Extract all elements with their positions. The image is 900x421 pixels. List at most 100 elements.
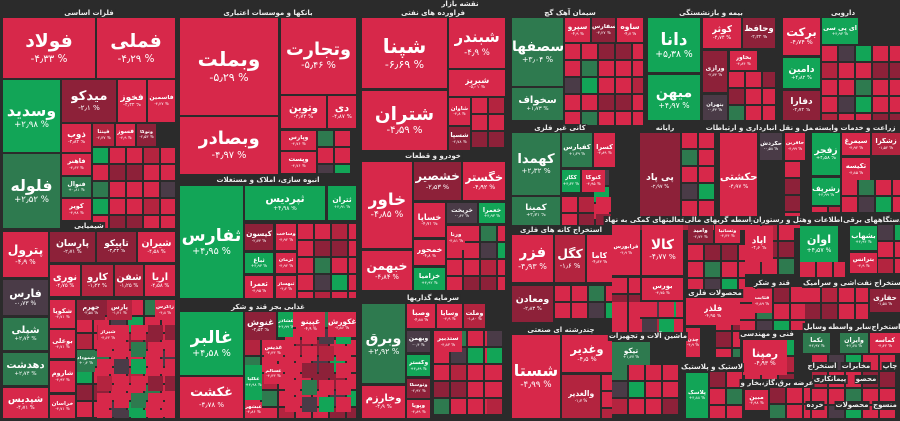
stock-tile[interactable]: وگستر +۴٫۸۹ % (407, 355, 430, 376)
stock-tile[interactable]: ثتران +۴٫۹۱ % (328, 186, 356, 220)
stock-tile[interactable]: غگلپا +۴٫۹۸ % (245, 365, 262, 400)
stock-tile-small[interactable] (481, 260, 496, 275)
stock-tile-small[interactable] (716, 332, 731, 347)
stock-tile[interactable]: شاروم -۴٫۹۳ % (50, 361, 75, 392)
stock-tile-small[interactable] (856, 287, 868, 302)
stock-tile[interactable]: بترانس -۴٫۹ % (850, 253, 877, 273)
stock-tile-small[interactable] (856, 46, 871, 61)
stock-tile-small[interactable] (464, 260, 479, 275)
stock-tile-small[interactable] (733, 349, 740, 357)
stock-tile-small[interactable] (582, 44, 597, 59)
stock-tile-small[interactable] (739, 245, 745, 260)
stock-tile-small[interactable] (279, 408, 294, 418)
stock-tile-small[interactable] (144, 199, 159, 214)
stock-tile-small[interactable] (97, 376, 112, 391)
stock-tile[interactable]: شفن -۱٫۲۵ % (115, 265, 143, 296)
stock-tile-small[interactable] (822, 80, 837, 95)
stock-tile-small[interactable] (332, 275, 347, 290)
stock-tile[interactable]: فلذر -۴٫۹۵ % (686, 298, 740, 325)
stock-tile-small[interactable] (791, 321, 805, 330)
stock-tile-small[interactable] (315, 275, 330, 290)
stock-tile-small[interactable] (144, 148, 159, 163)
stock-tile[interactable]: شبریز -۵٫۰۱ % (449, 70, 505, 96)
stock-tile[interactable]: فلوله +۲٫۵۲ % (3, 154, 60, 228)
stock-tile[interactable]: ثرمان -۴٫۹۲ % (276, 253, 296, 273)
stock-tile[interactable]: فسوز -۴٫۹ % (116, 124, 135, 146)
stock-tile[interactable]: فرابورس -۴٫۹ % (612, 225, 640, 275)
stock-tile[interactable]: آریا -۴٫۵۸ % (145, 265, 175, 296)
stock-tile-small[interactable] (890, 46, 900, 61)
stock-tile-small[interactable] (606, 286, 612, 301)
stock-tile[interactable]: کگاز +۴٫۳۲ % (562, 170, 580, 192)
stock-tile-small[interactable] (770, 405, 785, 418)
stock-tile-small[interactable] (770, 388, 785, 403)
stock-tile[interactable]: کالا -۴٫۷۷ % (642, 225, 683, 275)
stock-tile-small[interactable] (285, 380, 300, 395)
stock-tile-small[interactable] (464, 243, 479, 258)
stock-tile-small[interactable] (699, 167, 714, 182)
stock-tile-small[interactable] (579, 214, 594, 225)
stock-tile-small[interactable] (318, 165, 333, 173)
stock-tile-small[interactable] (839, 63, 854, 78)
stock-tile-small[interactable] (161, 182, 175, 197)
stock-tile[interactable]: کارو -۱٫۲۲ % (82, 265, 113, 296)
stock-tile[interactable]: خعمرا +۴٫۹۳ % (479, 203, 505, 223)
stock-tile-small[interactable] (332, 292, 347, 298)
stock-tile-small[interactable] (739, 262, 745, 277)
stock-tile-small[interactable] (763, 72, 775, 87)
stock-tile-small[interactable] (856, 114, 871, 120)
stock-tile-small[interactable] (285, 363, 300, 378)
stock-tile-small[interactable] (487, 348, 502, 363)
stock-tile-small[interactable] (481, 226, 496, 241)
stock-tile-small[interactable] (893, 180, 900, 195)
stock-tile[interactable]: حکشتی -۴٫۹۷ % (720, 133, 757, 230)
stock-tile-small[interactable] (336, 346, 351, 361)
stock-tile-small[interactable] (890, 80, 900, 95)
stock-tile-small[interactable] (498, 260, 505, 275)
stock-tile-small[interactable] (97, 342, 112, 357)
stock-tile-small[interactable] (612, 382, 627, 397)
stock-tile[interactable]: کویر -۴٫۹۸ % (62, 199, 91, 220)
stock-tile-small[interactable] (616, 44, 631, 59)
stock-tile-small[interactable] (779, 225, 794, 240)
stock-tile-small[interactable] (302, 363, 317, 378)
stock-tile-small[interactable] (468, 365, 483, 380)
stock-tile[interactable]: میدکو -۲٫۱ % (62, 80, 116, 122)
stock-tile-small[interactable] (144, 216, 159, 228)
stock-tile-small[interactable] (834, 262, 845, 277)
stock-tile-small[interactable] (582, 61, 597, 76)
stock-tile-small[interactable] (596, 197, 611, 212)
stock-tile[interactable]: شیراز -۴٫۶۲ % (98, 325, 118, 345)
stock-tile-small[interactable] (161, 216, 175, 228)
stock-tile-small[interactable] (565, 61, 580, 76)
stock-tile[interactable]: رمپنا -۴٫۹۳ % (743, 340, 787, 375)
stock-tile[interactable]: فینتا -۲٫۳۷ % (93, 124, 114, 146)
stock-tile-small[interactable] (822, 97, 837, 112)
stock-tile[interactable]: اوان +۴٫۵۷ % (800, 226, 838, 262)
stock-tile-small[interactable] (785, 162, 800, 177)
stock-tile[interactable]: وسایا -۴٫۹ % (437, 304, 462, 328)
stock-tile[interactable]: ذوب -۴٫۸۴ % (62, 124, 91, 152)
stock-tile-small[interactable] (349, 275, 356, 290)
stock-tile[interactable]: شاوان -۴٫۸ % (449, 98, 470, 125)
stock-tile-small[interactable] (633, 95, 643, 110)
stock-tile-small[interactable] (805, 304, 820, 319)
stock-tile-small[interactable] (629, 382, 644, 397)
stock-tile-small[interactable] (127, 216, 142, 228)
stock-tile-small[interactable] (110, 216, 125, 228)
stock-tile-small[interactable] (565, 78, 580, 93)
stock-tile-small[interactable] (97, 410, 112, 418)
stock-tile-small[interactable] (612, 399, 627, 414)
stock-tile-small[interactable] (812, 389, 827, 404)
stock-tile[interactable]: غالبر +۴٫۵۸ % (180, 312, 243, 375)
stock-tile-small[interactable] (740, 287, 755, 302)
stock-tile[interactable]: ومعادن -۲٫۸۳ % (512, 286, 553, 322)
stock-tile-small[interactable] (705, 245, 720, 260)
stock-tile[interactable]: وغدیر -۴٫۵ % (562, 335, 612, 372)
stock-tile-small[interactable] (565, 95, 580, 110)
stock-tile-small[interactable] (873, 97, 888, 112)
stock-tile-small[interactable] (318, 131, 333, 146)
stock-tile-small[interactable] (895, 225, 900, 240)
stock-tile-small[interactable] (131, 393, 146, 408)
stock-tile[interactable]: فزر -۴٫۹۳ % (512, 235, 553, 282)
